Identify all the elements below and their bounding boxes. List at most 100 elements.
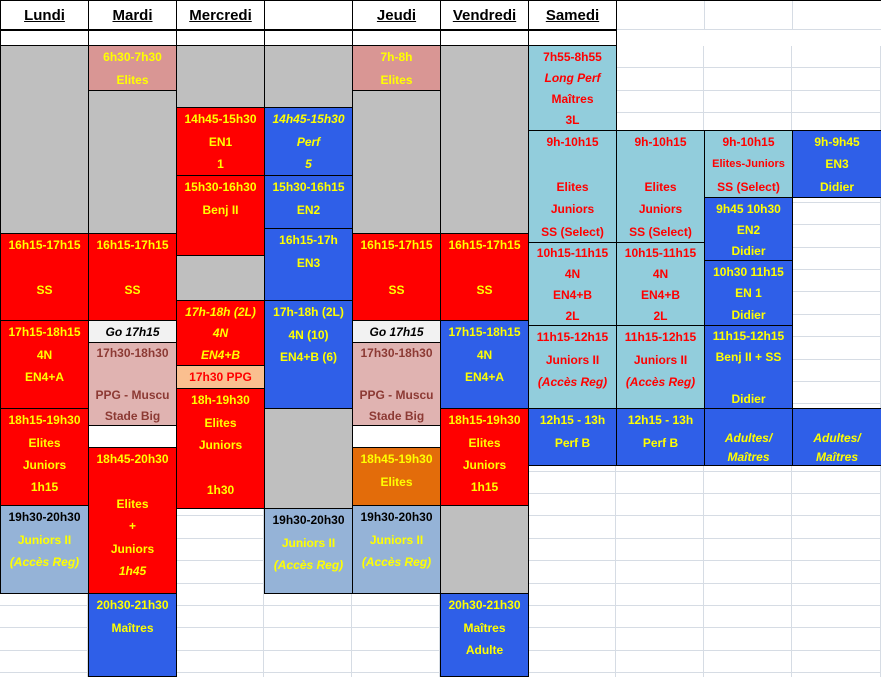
cell-col8-10h15-11h15[interactable]: 10h15-11h15 4N EN4+B 2L xyxy=(616,242,705,326)
cell-jeudi-19h30-20h30[interactable]: 19h30-20h30 Juniors II (Accès Reg) xyxy=(352,505,441,594)
cell-line: 9h-10h15 xyxy=(722,135,775,150)
cell-line: EN2 xyxy=(296,202,321,217)
day-header-jeudi[interactable]: Jeudi xyxy=(352,0,441,30)
cell-col4-gray[interactable] xyxy=(264,408,353,509)
cell-lundi-18h15-19h30[interactable]: 18h15-19h30 Elites Juniors 1h15 xyxy=(0,408,89,506)
cell-mercredi-17h-18h-2l[interactable]: 17h-18h (2L) 4N EN4+B xyxy=(176,300,265,366)
blank-row-cell[interactable] xyxy=(440,30,529,46)
cell-col4-19h30-20h30[interactable]: 19h30-20h30 Juniors II (Accès Reg) xyxy=(264,508,353,594)
blank-row-cell[interactable] xyxy=(528,30,617,46)
cell-col8-9h-10h15[interactable]: 9h-10h15 Elites Juniors SS (Select) xyxy=(616,130,705,243)
cell-col9-11h15-12h15[interactable]: 11h15-12h15 Benj II + SS Didier xyxy=(704,325,793,409)
cell-jeudi-17h30-18h30[interactable]: 17h30-18h30 PPG - Muscu Stade Big xyxy=(352,342,441,426)
cell-samedi-9h-10h15[interactable]: 9h-10h15 Elites Juniors SS (Select) xyxy=(528,130,617,243)
cell-jeudi-16h15-17h15[interactable]: 16h15-17h15 SS xyxy=(352,233,441,321)
cell-line: 1h45 xyxy=(118,564,147,579)
cell-mercredi-15h30-16h30[interactable]: 15h30-16h30 Benj II xyxy=(176,175,265,256)
cell-col8-12h15-13h[interactable]: 12h15 - 13h Perf B xyxy=(616,408,705,466)
cell-col4-15h30-16h15[interactable]: 15h30-16h15 EN2 xyxy=(264,175,353,229)
cell-lundi-19h30-20h30[interactable]: 19h30-20h30 Juniors II (Accès Reg) xyxy=(0,505,89,594)
cell-line: Didier xyxy=(731,243,766,258)
cell-line: Juniors xyxy=(462,457,507,472)
cell-vendredi-18h15-19h30[interactable]: 18h15-19h30 Elites Juniors 1h15 xyxy=(440,408,529,506)
cell-line xyxy=(793,409,881,428)
cell-line: Elites xyxy=(204,415,237,430)
cell-col9-9h45-10h30[interactable]: 9h45 10h30 EN2 Didier xyxy=(704,197,793,261)
cell-samedi-12h15-13h[interactable]: 12h15 - 13h Perf B xyxy=(528,408,617,466)
cell-line: 16h15-17h15 xyxy=(96,238,169,253)
blank-row-cell[interactable] xyxy=(704,30,793,46)
cell-col4-14h45-15h30[interactable]: 14h45-15h30 Perf 5 xyxy=(264,107,353,176)
cell-vendredi-17h15-18h15[interactable]: 17h15-18h15 4N EN4+A xyxy=(440,320,529,409)
cell-lundi-17h15-18h15[interactable]: 17h15-18h15 4N EN4+A xyxy=(0,320,89,409)
day-header-lundi[interactable]: Lundi xyxy=(0,0,89,30)
blank-row-cell[interactable] xyxy=(264,30,353,46)
cell-mardi-16h15-17h15[interactable]: 16h15-17h15 SS xyxy=(88,233,177,321)
cell-lundi-gray[interactable] xyxy=(0,45,89,234)
day-header-mercredi[interactable]: Mercredi xyxy=(176,0,265,30)
cell-col4-16h15-17h[interactable]: 16h15-17h EN3 xyxy=(264,228,353,301)
cell-col10-blue[interactable]: Adultes/Maîtres xyxy=(792,408,881,466)
cell-mercredi-gray[interactable] xyxy=(176,255,265,301)
day-header-col10[interactable] xyxy=(792,0,881,30)
cell-line: 17h-18h (2L) xyxy=(185,304,256,319)
cell-mardi-go-17h15[interactable]: Go 17h15 xyxy=(88,320,177,343)
blank-row-cell[interactable] xyxy=(176,30,265,46)
cell-line: EN4+A xyxy=(464,369,505,384)
day-header-vendredi[interactable]: Vendredi xyxy=(440,0,529,30)
cell-lundi-16h15-17h15[interactable]: 16h15-17h15 SS xyxy=(0,233,89,321)
cell-line: Go 17h15 xyxy=(105,325,160,339)
cell-line: Adultes/ xyxy=(813,430,861,445)
cell-mardi-gray[interactable] xyxy=(88,90,177,234)
cell-samedi-10h15-11h15[interactable]: 10h15-11h15 4N EN4+B 2L xyxy=(528,242,617,326)
cell-col9-blue[interactable]: Adultes/Maîtres xyxy=(704,408,793,466)
blank-row-cell[interactable] xyxy=(616,30,705,46)
cell-line: 16h15-17h15 xyxy=(448,238,521,253)
cell-mardi-20h30-21h30[interactable]: 20h30-21h30 Maîtres xyxy=(88,593,177,677)
cell-mardi-white[interactable] xyxy=(88,425,177,448)
cell-mercredi-18h-19h30[interactable]: 18h-19h30 Elites Juniors 1h30 xyxy=(176,388,265,509)
cell-vendredi-gray[interactable] xyxy=(440,505,529,594)
blank-row-cell[interactable] xyxy=(0,30,89,46)
day-header-mardi[interactable]: Mardi xyxy=(88,0,177,30)
cell-line xyxy=(177,456,264,478)
cell-mardi-18h45-20h30[interactable]: 18h45-20h30 Elites + Juniors 1h45 xyxy=(88,447,177,594)
cell-line: 14h45-15h30 xyxy=(184,112,257,127)
cell-line: Adulte xyxy=(465,642,504,657)
cell-line: 17h15-18h15 xyxy=(8,325,81,340)
cell-samedi-7h55-8h55[interactable]: 7h55-8h55 Long Perf Maîtres 3L xyxy=(528,45,617,131)
cell-vendredi-16h15-17h15[interactable]: 16h15-17h15 SS xyxy=(440,233,529,321)
cell-line: 18h-19h30 xyxy=(191,393,250,408)
cell-vendredi-20h30-21h30[interactable]: 20h30-21h30 Maîtres Adulte xyxy=(440,593,529,677)
cell-col10-9h-9h45[interactable]: 9h-9h45 EN3 Didier xyxy=(792,130,881,198)
cell-mercredi-14h45-15h30[interactable]: 14h45-15h30 EN1 1 xyxy=(176,107,265,176)
cell-mardi-17h30-18h30[interactable]: 17h30-18h30 PPG - Muscu Stade Big xyxy=(88,342,177,426)
cell-jeudi-go-17h15[interactable]: Go 17h15 xyxy=(352,320,441,343)
cell-line: Benj II xyxy=(202,202,239,217)
cell-samedi-11h15-12h15[interactable]: 11h15-12h15 Juniors II (Accès Reg) xyxy=(528,325,617,409)
cell-jeudi-18h45-19h30[interactable]: 18h45-19h30 Elites xyxy=(352,447,441,506)
cell-col9-9h-10h15[interactable]: 9h-10h15 Elites-Juniors SS (Select) xyxy=(704,130,793,198)
cell-jeudi-7h-8h[interactable]: 7h-8h Elites xyxy=(352,45,441,91)
cell-col8-11h15-12h15[interactable]: 11h15-12h15 Juniors II (Accès Reg) xyxy=(616,325,705,409)
cell-vendredi-gray[interactable] xyxy=(440,45,529,234)
blank-row-cell[interactable] xyxy=(88,30,177,46)
day-header-col9[interactable] xyxy=(704,0,793,30)
cell-col4-17h-18h-2l[interactable]: 17h-18h (2L) 4N (10) EN4+B (6) xyxy=(264,300,353,409)
cell-line: PPG - Muscu xyxy=(95,387,170,402)
cell-jeudi-gray[interactable] xyxy=(352,90,441,234)
day-header-col8[interactable] xyxy=(616,0,705,30)
cell-col4-gray[interactable] xyxy=(264,45,353,108)
blank-row-cell[interactable] xyxy=(352,30,441,46)
cell-col9-10h30-11h15[interactable]: 10h30 11h15 EN 1 Didier xyxy=(704,260,793,326)
day-header-samedi[interactable]: Samedi xyxy=(528,0,617,30)
blank-row-cell[interactable] xyxy=(792,30,881,46)
cell-mercredi-gray[interactable] xyxy=(176,45,265,108)
cell-line: 17h15-18h15 xyxy=(448,325,521,340)
cell-line: SS (Select) xyxy=(717,179,780,194)
cell-jeudi-white[interactable] xyxy=(352,425,441,448)
cell-mardi-6h30-7h30[interactable]: 6h30-7h30 Elites xyxy=(88,45,177,91)
cell-line: Long Perf xyxy=(544,70,601,85)
day-header-col4[interactable] xyxy=(264,0,353,30)
cell-mercredi-17h30-ppg[interactable]: 17h30 PPG xyxy=(176,365,265,389)
